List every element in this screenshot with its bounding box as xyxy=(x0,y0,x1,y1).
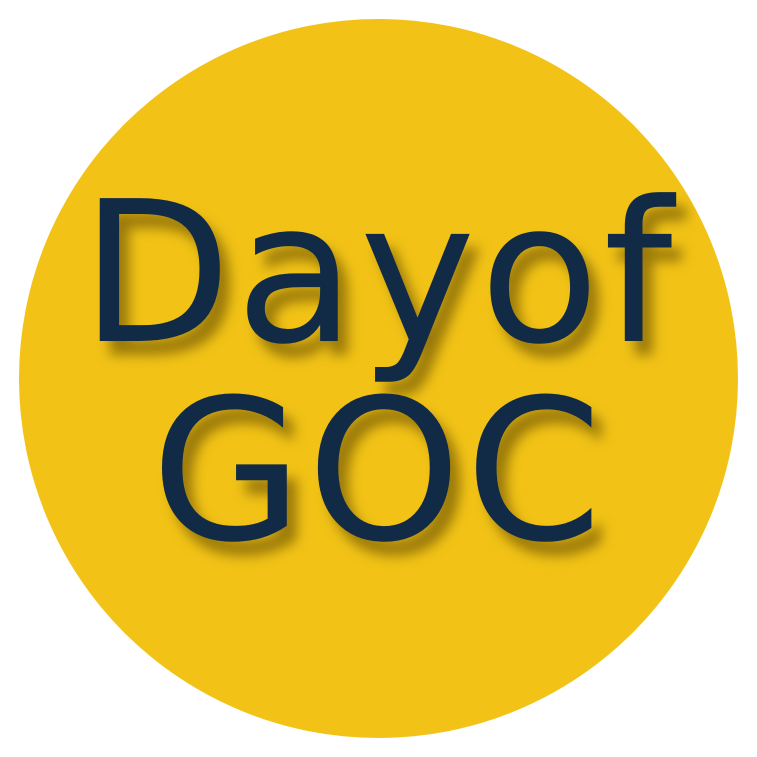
logo-badge-circle: Dayof GOC xyxy=(19,19,738,738)
logo-text-line-1: Dayof xyxy=(79,159,677,388)
logo-text-line-2: GOC xyxy=(149,357,606,586)
